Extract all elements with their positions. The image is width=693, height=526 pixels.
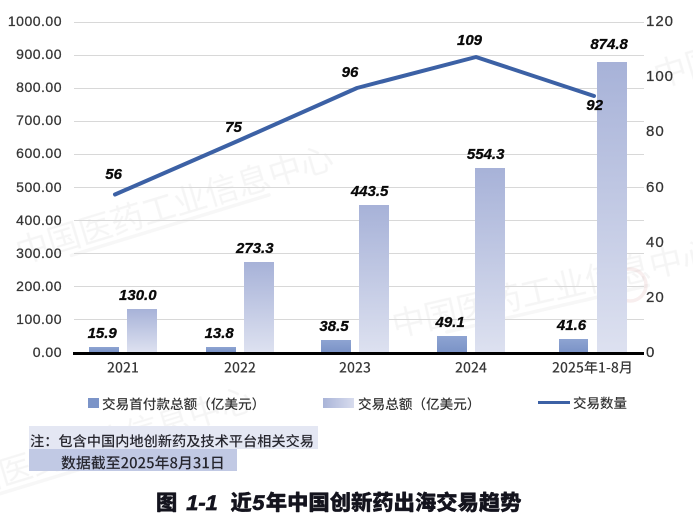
svg-text:1-1: 1-1	[186, 490, 217, 515]
svg-text:5: 5	[252, 490, 265, 515]
